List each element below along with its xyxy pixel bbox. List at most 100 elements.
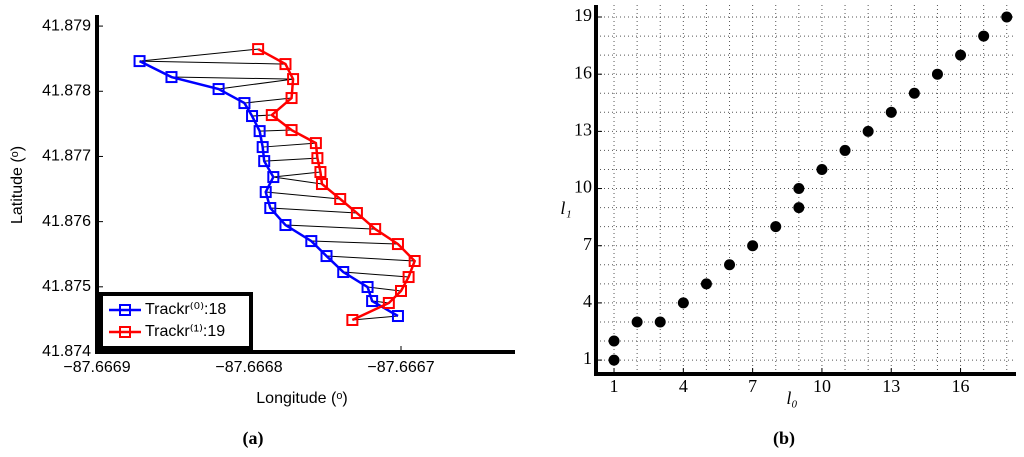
point [793, 202, 805, 214]
point-marker [361, 281, 374, 294]
point-marker [259, 186, 272, 199]
point [839, 144, 851, 156]
caption: (a) [243, 428, 264, 449]
point [747, 240, 759, 252]
y-tick-label: 41.879 [42, 17, 91, 34]
match-line [171, 76, 294, 80]
point [608, 335, 620, 347]
match-line [264, 157, 318, 162]
point-marker [265, 109, 278, 122]
point-marker [315, 178, 328, 191]
x-tick-label: 16 [952, 376, 970, 396]
x-tick-label: −87.6669 [63, 359, 130, 376]
point-marker [267, 171, 280, 184]
match-line [218, 78, 294, 90]
point-marker [305, 235, 318, 248]
point [770, 221, 782, 233]
point [816, 163, 828, 175]
y-tick-label: 41.877 [42, 148, 91, 165]
y-tick-label: 10 [574, 177, 592, 197]
caption: (b) [773, 428, 795, 449]
point-marker [256, 141, 269, 154]
legend-box [99, 292, 253, 350]
point-marker [258, 155, 271, 168]
point [724, 259, 736, 271]
point-marker [279, 58, 292, 71]
point-marker [395, 284, 407, 297]
y-axis-label: l₁ [560, 198, 571, 218]
match-line [270, 207, 357, 214]
match-line [273, 176, 323, 185]
match-line [265, 191, 341, 200]
point [978, 30, 990, 42]
point-marker [285, 124, 298, 137]
point-marker [212, 83, 225, 96]
point-marker [238, 97, 251, 110]
point-marker [264, 202, 277, 215]
match-line [343, 271, 409, 278]
point-marker [382, 296, 395, 309]
point-marker [391, 238, 404, 251]
point [608, 354, 620, 366]
y-tick-label: 41.875 [42, 278, 91, 295]
match-line [139, 60, 286, 65]
match-line [285, 224, 376, 230]
match-line [273, 171, 321, 178]
point-marker [246, 110, 259, 123]
legend-marker [119, 326, 131, 338]
point-marker [408, 255, 421, 268]
point-marker [287, 73, 300, 86]
x-tick-label: 7 [748, 376, 757, 396]
match-line [252, 114, 272, 117]
x-axis-label: l₀ [786, 388, 797, 408]
point-marker [391, 310, 404, 323]
point-marker [311, 152, 324, 165]
point-marker [165, 71, 178, 84]
point-marker [314, 166, 327, 179]
point [885, 106, 897, 118]
match-line [326, 255, 415, 262]
legend-label: Trackr⁽⁰⁾:18 [145, 301, 226, 318]
y-tick-label: 16 [574, 62, 592, 82]
point-marker [309, 137, 322, 150]
match-line [352, 315, 399, 321]
x-tick-label: −87.6667 [367, 359, 434, 376]
point-marker [402, 271, 415, 284]
point-marker [366, 295, 379, 308]
x-tick-label: 1 [610, 376, 619, 396]
y-tick-label: 13 [574, 119, 592, 139]
match-line [311, 240, 398, 245]
point-marker [253, 125, 266, 138]
series-line [257, 47, 417, 322]
point [862, 125, 874, 137]
point [908, 87, 920, 99]
point-marker [285, 92, 298, 105]
x-tick-label: 4 [679, 376, 688, 396]
point-marker [334, 193, 347, 206]
legend-marker [119, 304, 131, 316]
y-tick-label: 7 [583, 234, 592, 254]
point-marker [369, 223, 382, 236]
match-line [139, 48, 259, 62]
point [955, 49, 967, 61]
point-marker [252, 43, 265, 56]
y-tick-label: 19 [574, 5, 592, 25]
legend-label: Trackr⁽¹⁾:19 [145, 323, 225, 340]
point-marker [350, 207, 363, 220]
point [1001, 11, 1013, 23]
point [793, 183, 805, 195]
point [631, 316, 643, 328]
point-marker [320, 250, 333, 263]
match-line [262, 142, 316, 148]
match-line [244, 97, 292, 104]
point [677, 297, 689, 309]
y-tick-label: 41.878 [42, 82, 91, 99]
point [700, 278, 712, 290]
y-tick-label: 1 [583, 348, 592, 368]
point [654, 316, 666, 328]
point-marker [133, 55, 146, 68]
x-axis-label: Longitude (ᵒ) [256, 390, 347, 407]
point-marker [346, 313, 359, 326]
y-axis-label: Latitude (ᵒ) [9, 146, 26, 224]
